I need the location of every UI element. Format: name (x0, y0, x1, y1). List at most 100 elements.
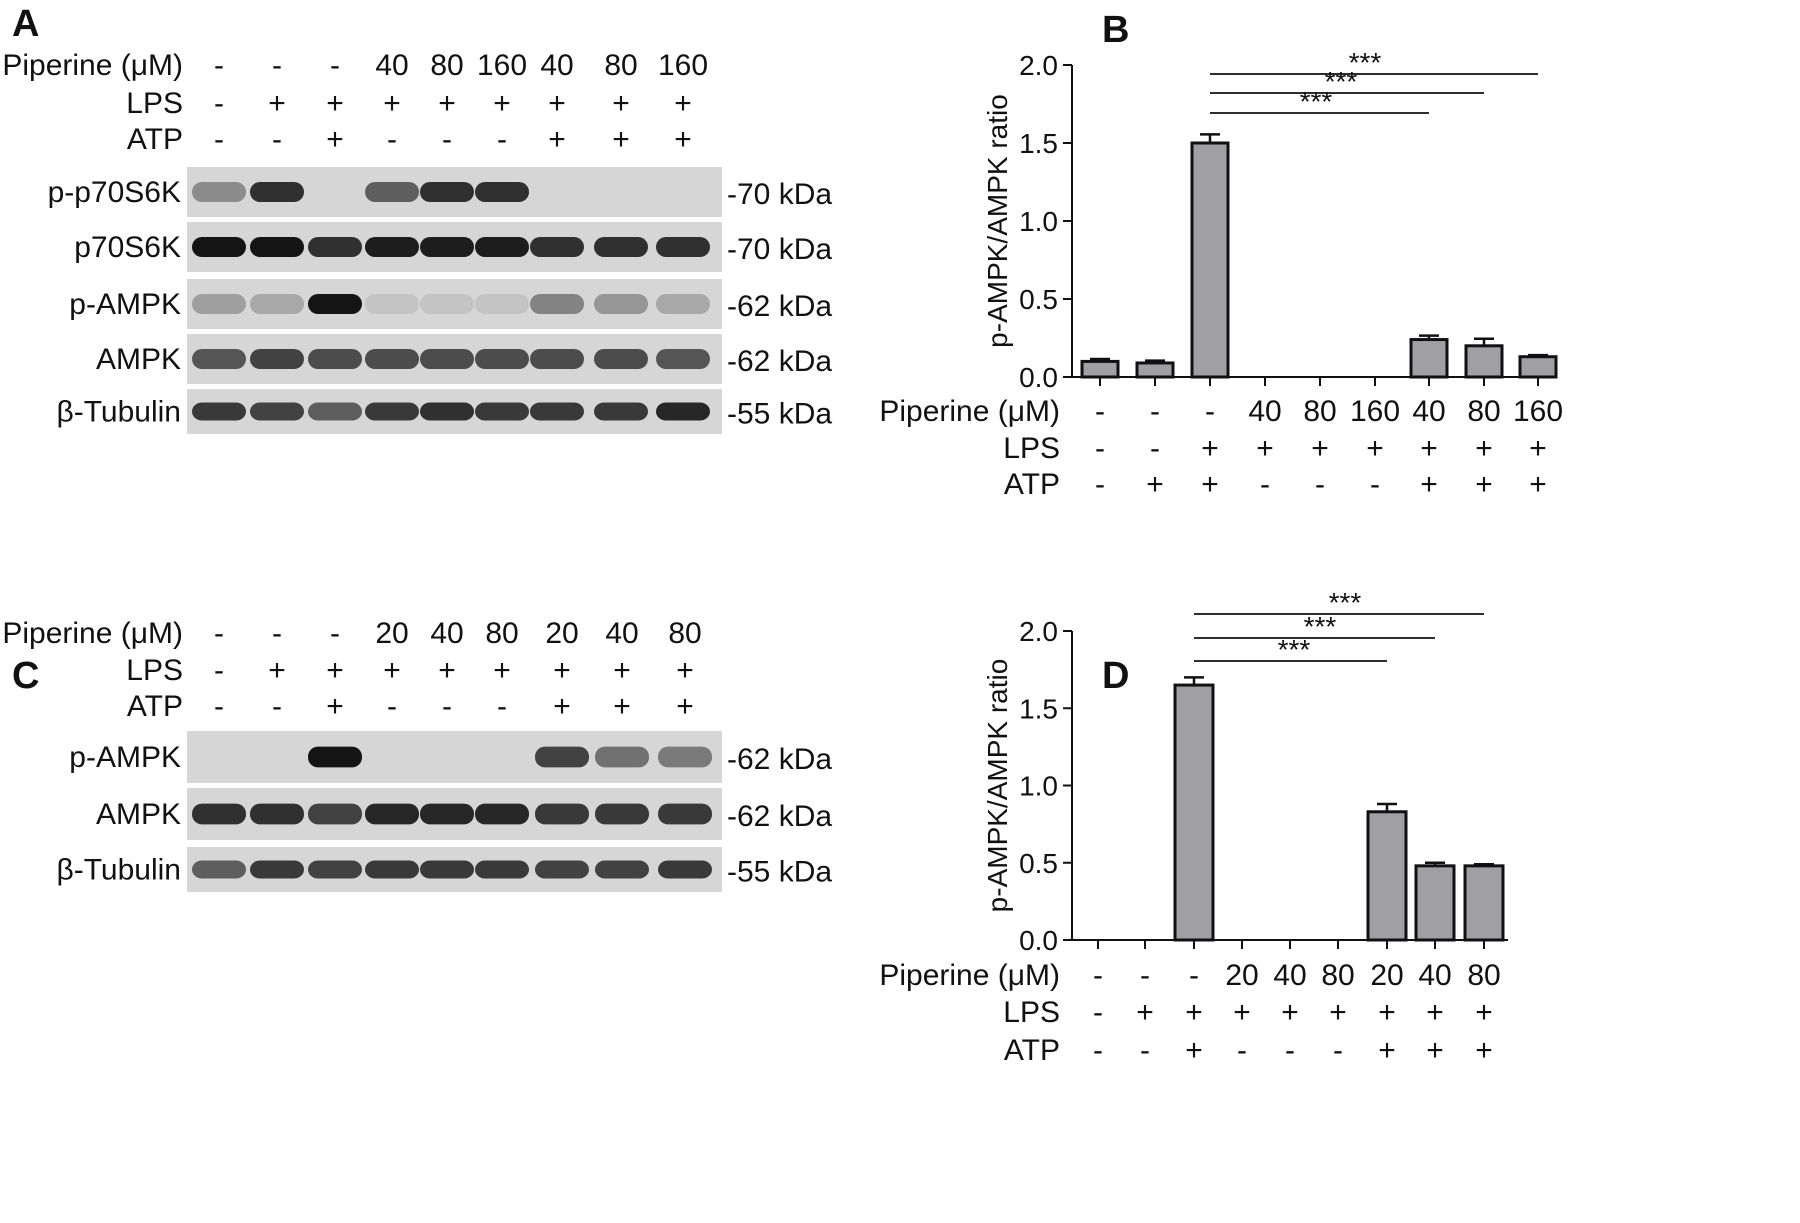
blot-size: -62 kDa (727, 800, 832, 833)
condition-value: 80 (1467, 395, 1500, 428)
condition-label: ATP (127, 690, 183, 723)
y-tick-label: 2.0 (1019, 50, 1058, 81)
blot-band (475, 402, 529, 421)
condition-value: - (1093, 1034, 1103, 1067)
y-axis-label: p-AMPK/AMPK ratio (982, 94, 1013, 348)
condition-value: - (272, 123, 282, 156)
condition-value: - (387, 690, 397, 723)
blot-label: AMPK (96, 343, 181, 376)
blot-band (192, 182, 246, 202)
blot-band (658, 746, 712, 768)
blot-band (365, 349, 419, 369)
y-tick-label: 2.0 (1019, 616, 1058, 647)
condition-value: - (1370, 468, 1380, 501)
blot-band (192, 294, 246, 314)
blot-band (530, 349, 584, 369)
condition-value: + (1233, 996, 1251, 1029)
condition-value: - (1140, 959, 1150, 992)
blot-band (365, 182, 419, 202)
condition-label: LPS (126, 654, 183, 687)
condition-value: + (326, 654, 344, 687)
blot-band (535, 803, 589, 825)
blot-size: -62 kDa (727, 743, 832, 776)
y-tick-label: 1.0 (1019, 771, 1058, 802)
blot-band (192, 349, 246, 369)
condition-value: + (674, 87, 692, 120)
blot-label: p-AMPK (69, 741, 181, 774)
condition-value: - (330, 49, 340, 82)
blot-band (656, 294, 710, 314)
y-tick-label: 1.5 (1019, 693, 1058, 724)
panel-d-letter: D (1102, 655, 1129, 697)
blot-band (420, 349, 474, 369)
bar-chart: 0.00.51.01.52.0p-AMPK/AMPK ratio********… (879, 47, 1563, 501)
bar (1366, 810, 1408, 942)
condition-value: - (272, 617, 282, 650)
condition-value: + (1201, 468, 1219, 501)
blot-band (308, 237, 362, 257)
condition-value: 40 (1273, 959, 1306, 992)
condition-label: Piperine (μM) (879, 959, 1060, 992)
blot-band (475, 237, 529, 257)
blot-size: -70 kDa (727, 178, 832, 211)
blot-band (365, 237, 419, 257)
blot-band (365, 860, 419, 879)
condition-value: - (1140, 1034, 1150, 1067)
condition-value: 20 (375, 617, 408, 650)
bar (1080, 359, 1120, 379)
significance-label: *** (1329, 587, 1362, 618)
condition-label: LPS (1003, 996, 1060, 1029)
blot-band (475, 860, 529, 879)
blot-size: -55 kDa (727, 398, 832, 431)
blot-band (308, 860, 362, 879)
condition-value: 160 (477, 49, 527, 82)
blot-band (308, 294, 362, 314)
panel-c-letter: C (12, 655, 39, 697)
condition-value: - (214, 87, 224, 120)
condition-value: - (330, 617, 340, 650)
y-tick-label: 1.0 (1019, 206, 1058, 237)
condition-value: - (1333, 1034, 1343, 1067)
blot-band (656, 349, 710, 369)
condition-value: + (383, 654, 401, 687)
condition-value: + (1378, 1034, 1396, 1067)
condition-value: - (1095, 395, 1105, 428)
condition-value: + (674, 123, 692, 156)
condition-value: - (1285, 1034, 1295, 1067)
bar (1135, 361, 1175, 379)
condition-value: 40 (540, 49, 573, 82)
bar (1518, 355, 1558, 379)
bar-chart: 0.00.51.01.52.0p-AMPK/AMPK ratio********… (879, 587, 1508, 1067)
blot-band (658, 860, 712, 879)
blot-band (595, 803, 649, 825)
condition-value: 40 (430, 617, 463, 650)
condition-value: - (1260, 468, 1270, 501)
condition-label: ATP (1004, 468, 1060, 501)
condition-value: + (612, 87, 630, 120)
condition-value: 40 (1418, 959, 1451, 992)
y-tick-label: 0.5 (1019, 848, 1058, 879)
blot-band (365, 294, 419, 314)
condition-value: - (1095, 468, 1105, 501)
blot-size: -55 kDa (727, 856, 832, 889)
condition-value: - (214, 654, 224, 687)
y-tick-label: 0.0 (1019, 925, 1058, 956)
y-axis-label: p-AMPK/AMPK ratio (982, 659, 1013, 913)
condition-value: + (1529, 432, 1547, 465)
condition-value: + (1281, 996, 1299, 1029)
condition-value: + (553, 690, 571, 723)
significance-label: *** (1349, 47, 1382, 78)
condition-value: + (268, 87, 286, 120)
blot-band (192, 402, 246, 421)
blot-label: AMPK (96, 798, 181, 831)
bar (1464, 344, 1504, 379)
condition-value: + (1185, 1034, 1203, 1067)
blot-strip (187, 279, 722, 329)
condition-value: 80 (1321, 959, 1354, 992)
condition-value: 80 (430, 49, 463, 82)
blot-band (530, 294, 584, 314)
condition-value: 40 (1412, 395, 1445, 428)
blot-band (530, 402, 584, 421)
condition-label: Piperine (μM) (2, 617, 183, 650)
bar (1463, 864, 1505, 942)
